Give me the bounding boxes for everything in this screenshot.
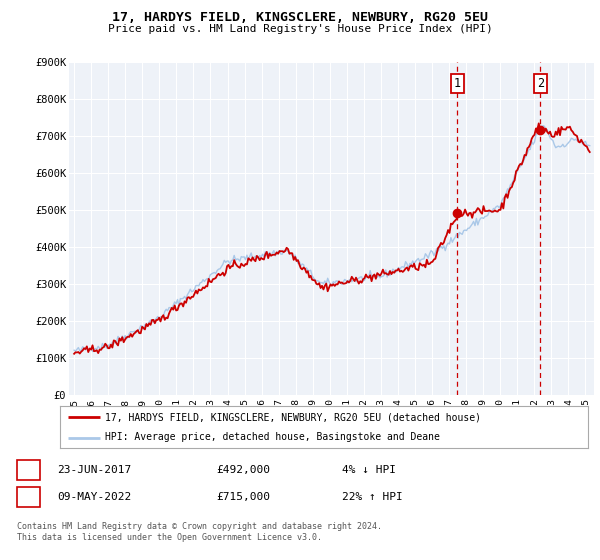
Text: 23-JUN-2017: 23-JUN-2017 xyxy=(57,465,131,475)
Text: 2: 2 xyxy=(537,77,544,90)
Text: 1: 1 xyxy=(25,465,32,475)
Text: £492,000: £492,000 xyxy=(216,465,270,475)
Text: 17, HARDYS FIELD, KINGSCLERE, NEWBURY, RG20 5EU: 17, HARDYS FIELD, KINGSCLERE, NEWBURY, R… xyxy=(112,11,488,24)
Text: 2: 2 xyxy=(25,492,32,502)
Text: Contains HM Land Registry data © Crown copyright and database right 2024.: Contains HM Land Registry data © Crown c… xyxy=(17,522,382,531)
Text: 17, HARDYS FIELD, KINGSCLERE, NEWBURY, RG20 5EU (detached house): 17, HARDYS FIELD, KINGSCLERE, NEWBURY, R… xyxy=(105,412,481,422)
Text: 22% ↑ HPI: 22% ↑ HPI xyxy=(342,492,403,502)
Text: 4% ↓ HPI: 4% ↓ HPI xyxy=(342,465,396,475)
Text: Price paid vs. HM Land Registry's House Price Index (HPI): Price paid vs. HM Land Registry's House … xyxy=(107,24,493,34)
Text: 09-MAY-2022: 09-MAY-2022 xyxy=(57,492,131,502)
Text: £715,000: £715,000 xyxy=(216,492,270,502)
Text: 1: 1 xyxy=(454,77,461,90)
Text: This data is licensed under the Open Government Licence v3.0.: This data is licensed under the Open Gov… xyxy=(17,533,322,542)
Text: HPI: Average price, detached house, Basingstoke and Deane: HPI: Average price, detached house, Basi… xyxy=(105,432,440,442)
